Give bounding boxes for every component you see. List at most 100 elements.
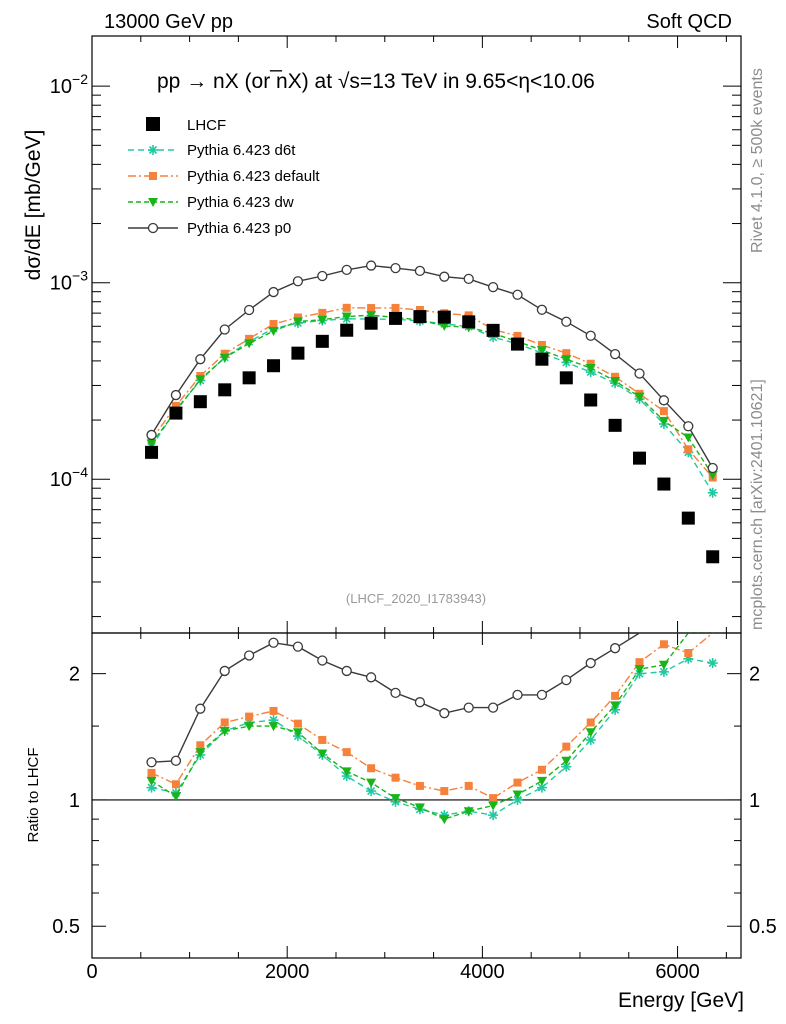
main-point-data [169, 406, 183, 420]
main-point-p0 [292, 276, 304, 287]
ratio-point-dw [341, 767, 352, 777]
ratio-point-p0 [414, 697, 426, 708]
x-tick-label: 0 [86, 961, 97, 983]
main-point-dw [292, 317, 303, 327]
main-point-data [242, 371, 256, 385]
ratio-point-dw [195, 748, 206, 758]
ratio-point-default [220, 718, 229, 727]
main-point-dw [561, 355, 572, 365]
ratio-point-d6t [488, 810, 499, 821]
ratio-point-default [513, 778, 522, 787]
main-point-data [559, 371, 573, 385]
ratio-point-default [342, 748, 351, 757]
ratio-point-default [415, 781, 424, 790]
main-point-data [608, 418, 622, 432]
main-point-data [267, 359, 281, 373]
main-y-axis-title: dσ/dE [mb/GeV] [22, 130, 45, 281]
main-point-p0 [512, 289, 523, 300]
main-point-data [511, 337, 525, 351]
main-point-dw [244, 339, 255, 349]
ratio-point-default [440, 787, 449, 796]
main-point-default [537, 340, 546, 349]
ratio-point-dw [634, 665, 645, 675]
ratio-point-p0 [341, 665, 352, 677]
ratio-point-p0 [268, 637, 279, 648]
main-point-default [245, 334, 254, 343]
main-point-default [684, 445, 693, 454]
main-point-default [318, 308, 327, 317]
ratio-y-axis-title: Ratio to LHCF [25, 747, 42, 842]
ratio-point-p0 [146, 757, 157, 768]
main-point-data [462, 315, 476, 329]
ratio-point-default [318, 735, 327, 744]
ratio-point-p0 [585, 657, 596, 669]
x-tick-label: 2000 [265, 961, 310, 983]
ratio-point-p0 [219, 665, 230, 677]
ratio-point-default [489, 794, 498, 803]
ratio-point-default [464, 781, 473, 790]
main-point-data [535, 352, 549, 366]
ratio-point-p0 [439, 708, 450, 719]
main-point-p0 [658, 395, 670, 406]
ratio-series-layer [146, 632, 718, 825]
legend-label-p0: Pythia 6.423 p0 [187, 220, 291, 237]
ratio-point-p0 [463, 702, 474, 713]
ratio-point-dw [488, 801, 499, 811]
ratio-point-d6t [146, 782, 157, 793]
main-point-p0 [609, 348, 621, 360]
analysis-tag: (LHCF_2020_I1783943) [346, 591, 486, 606]
main-point-data [437, 310, 451, 324]
main-point-data [657, 477, 671, 491]
main-point-data [364, 316, 378, 330]
main-point-dw [268, 326, 279, 336]
main-point-p0 [365, 260, 377, 271]
ratio-point-default [171, 780, 180, 789]
main-point-default [269, 320, 278, 329]
main-point-data [584, 393, 598, 407]
ratio-series-line-default [151, 632, 714, 799]
ratio-series-line-p0 [151, 632, 713, 763]
main-point-dw [658, 416, 669, 426]
ratio-point-d6t [366, 786, 377, 797]
ratio-point-p0 [365, 672, 377, 683]
header-right: Soft QCD [646, 11, 732, 33]
ratio-point-dw [585, 728, 596, 738]
ratio-point-dw [292, 728, 303, 738]
main-point-p0 [463, 273, 474, 285]
ratio-point-dw [170, 792, 181, 802]
main-point-default [562, 349, 571, 358]
header-left: 13000 GeV pp [104, 11, 233, 33]
main-point-data [193, 395, 207, 409]
main-point-dw [366, 311, 377, 321]
main-point-dw [146, 439, 157, 449]
ratio-point-default [293, 719, 302, 728]
ratio-point-d6t [512, 794, 523, 805]
main-point-dw [610, 377, 621, 387]
ratio-y-tick-label-right: 0.5 [749, 916, 777, 938]
ratio-point-dw [146, 776, 157, 786]
ratio-point-dw [366, 778, 377, 788]
main-point-data [706, 550, 720, 564]
ratio-point-default [391, 773, 400, 782]
main-point-dw [317, 315, 328, 325]
x-axis-title: Energy [GeV] [618, 989, 744, 1012]
ratio-point-p0 [292, 641, 304, 652]
legend-label-d6t: Pythia 6.423 d6t [187, 142, 296, 159]
main-point-p0 [536, 304, 548, 315]
main-point-default [659, 407, 668, 416]
main-point-p0 [439, 271, 450, 282]
main-point-p0 [585, 330, 596, 341]
main-series-line-d6t [150, 318, 714, 494]
main-point-default [415, 306, 424, 315]
ratio-point-p0 [536, 689, 548, 701]
ratio-point-dw [317, 749, 328, 759]
main-point-dw [439, 321, 450, 331]
legend-marker-dw [148, 198, 158, 207]
ratio-series-line-dw [151, 632, 713, 820]
ratio-point-p0 [243, 650, 255, 661]
ratio-point-dw [244, 722, 255, 732]
main-y-tick-label: 10−4 [50, 464, 88, 491]
ratio-point-p0 [487, 702, 499, 713]
main-point-p0 [243, 304, 255, 316]
